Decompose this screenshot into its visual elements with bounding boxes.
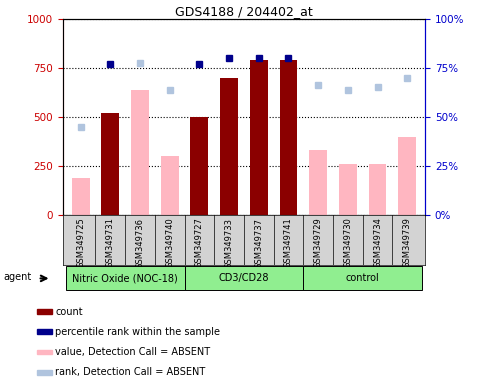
Bar [339,164,357,215]
Bar [398,137,416,215]
Text: GSM349725: GSM349725 [76,217,85,268]
Bar [220,78,238,215]
Text: rank, Detection Call = ABSENT: rank, Detection Call = ABSENT [56,367,206,377]
Text: agent: agent [3,272,31,282]
Text: control: control [346,273,380,283]
FancyBboxPatch shape [185,266,303,291]
Text: GSM349734: GSM349734 [373,217,382,268]
Bar [37,370,52,374]
Text: GSM349730: GSM349730 [343,217,352,268]
Bar [309,151,327,215]
Text: GSM349740: GSM349740 [165,217,174,268]
Bar [37,309,52,314]
Bar [190,117,208,215]
Bar [369,164,386,215]
Text: GSM349731: GSM349731 [106,217,115,268]
Text: GSM349733: GSM349733 [225,217,234,268]
FancyBboxPatch shape [303,266,422,291]
Text: GSM349741: GSM349741 [284,217,293,268]
Title: GDS4188 / 204402_at: GDS4188 / 204402_at [175,5,313,18]
Text: GSM349739: GSM349739 [403,217,412,268]
Text: value, Detection Call = ABSENT: value, Detection Call = ABSENT [56,347,211,357]
Text: GSM349737: GSM349737 [254,217,263,268]
Text: GSM349729: GSM349729 [313,217,323,268]
Bar [71,178,89,215]
Bar [37,349,52,354]
Bar [250,60,268,215]
Bar [131,90,149,215]
Text: GSM349736: GSM349736 [136,217,144,268]
Bar [37,329,52,334]
Text: Nitric Oxide (NOC-18): Nitric Oxide (NOC-18) [72,273,178,283]
Bar [101,113,119,215]
Text: CD3/CD28: CD3/CD28 [219,273,269,283]
Text: percentile rank within the sample: percentile rank within the sample [56,327,220,337]
Bar [280,60,298,215]
FancyBboxPatch shape [66,266,185,291]
Text: count: count [56,306,83,317]
Bar [161,156,179,215]
Text: GSM349727: GSM349727 [195,217,204,268]
